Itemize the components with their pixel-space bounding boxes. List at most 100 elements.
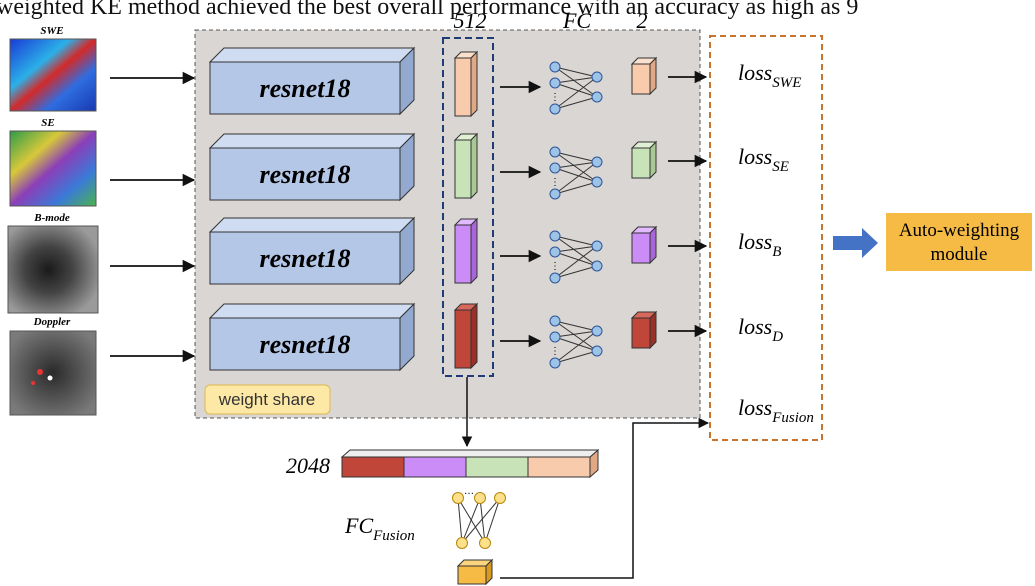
output-dim: 2: [637, 8, 648, 33]
resnet-block-top: [210, 304, 414, 318]
nn-node: [550, 332, 560, 342]
feature-vector-side: [471, 52, 477, 116]
nn-node: [550, 358, 560, 368]
loss-sub: D: [771, 329, 783, 345]
fusion-output-front: [458, 566, 486, 584]
feature-vector-side: [471, 219, 477, 283]
doppler-spot: [31, 381, 35, 385]
loss-main: loss: [738, 60, 772, 85]
nn-node: [550, 78, 560, 88]
loss-label: lossSWE: [738, 60, 801, 91]
feature-vector-side: [471, 304, 477, 368]
module-arrow: [833, 228, 878, 258]
nn-node: [550, 231, 560, 241]
fusion-fc-main: FC: [344, 513, 373, 538]
nn-node: [550, 273, 560, 283]
output-vector-side: [650, 227, 656, 263]
loss-sub: B: [772, 244, 781, 260]
loss-label: lossFusion: [738, 395, 814, 426]
nn-node: [495, 493, 506, 504]
nn-dots: ⋮: [550, 177, 560, 188]
nn-node: [550, 62, 560, 72]
output-vector-front: [632, 233, 650, 263]
concat-segment: [528, 457, 590, 477]
loss-label: lossB: [738, 229, 781, 260]
output-vector-front: [632, 148, 650, 178]
nn-node: [550, 316, 560, 326]
nn-node: [592, 326, 602, 336]
nn-dots: ⋮: [550, 92, 560, 103]
concat-segment: [466, 457, 528, 477]
nn-edge: [485, 498, 500, 543]
output-vector-front: [632, 318, 650, 348]
input-image: [8, 226, 98, 313]
loss-main: loss: [738, 314, 772, 339]
diagram: weighted KE method achieved the best ove…: [0, 0, 1035, 586]
feature-vector-front: [455, 310, 471, 368]
output-vector-front: [632, 64, 650, 94]
loss-main: loss: [738, 144, 772, 169]
resnet-label: resnet18: [260, 244, 351, 273]
doppler-spot: [37, 369, 43, 375]
arrow: [500, 423, 708, 578]
loss-sub: SWE: [772, 75, 801, 91]
nn-node: [592, 157, 602, 167]
doppler-spot: [48, 376, 53, 381]
feature-dim: 512: [454, 8, 487, 33]
feature-vector-front: [455, 225, 471, 283]
output-vector-side: [650, 312, 656, 348]
resnet-block-top: [210, 48, 414, 62]
nn-edge: [462, 498, 480, 543]
nn-node: [480, 538, 491, 549]
fusion-fc-label: FCFusion: [344, 513, 415, 544]
feature-vector-front: [455, 58, 471, 116]
weight-share-label: weight share: [218, 390, 315, 409]
loss-sub: Fusion: [771, 410, 814, 426]
nn-node: [592, 241, 602, 251]
input-image: [10, 331, 96, 415]
input-label: B-mode: [33, 212, 70, 224]
nn-dots: ⋮: [550, 346, 560, 357]
nn-dots: ⋮: [550, 261, 560, 272]
feature-vector-front: [455, 140, 471, 198]
nn-node: [550, 247, 560, 257]
fc-label: FC: [562, 8, 591, 33]
nn-node: [550, 147, 560, 157]
loss-main: loss: [738, 229, 772, 254]
nn-node: [457, 538, 468, 549]
loss-main: loss: [738, 395, 772, 420]
module-label: Auto-weighting: [899, 220, 1020, 241]
concat-top: [342, 450, 598, 457]
nn-node: [592, 92, 602, 102]
nn-node: [453, 493, 464, 504]
resnet-block-top: [210, 134, 414, 148]
resnet-block-top: [210, 218, 414, 232]
loss-sub: SE: [772, 159, 789, 175]
nn-node: [592, 261, 602, 271]
nn-node: [550, 163, 560, 173]
input-label: Doppler: [33, 316, 71, 328]
concat-segment: [404, 457, 466, 477]
feature-vector-side: [471, 134, 477, 198]
nn-dots: …: [464, 486, 474, 497]
concat-dim: 2048: [286, 453, 330, 478]
output-vector-side: [650, 58, 656, 94]
output-vector-side: [650, 142, 656, 178]
nn-edge: [458, 498, 462, 543]
caption-fragment: weighted KE method achieved the best ove…: [0, 0, 858, 20]
input-label: SWE: [40, 25, 63, 37]
nn-node: [550, 189, 560, 199]
resnet-label: resnet18: [260, 330, 351, 359]
loss-label: lossD: [738, 314, 783, 345]
resnet-label: resnet18: [260, 160, 351, 189]
nn-node: [592, 177, 602, 187]
module-label: module: [931, 244, 988, 265]
nn-node: [475, 493, 486, 504]
nn-node: [592, 346, 602, 356]
resnet-label: resnet18: [260, 74, 351, 103]
input-image: [10, 131, 96, 206]
nn-node: [550, 104, 560, 114]
nn-node: [592, 72, 602, 82]
fusion-fc-sub: Fusion: [372, 528, 415, 544]
loss-label: lossSE: [738, 144, 789, 175]
